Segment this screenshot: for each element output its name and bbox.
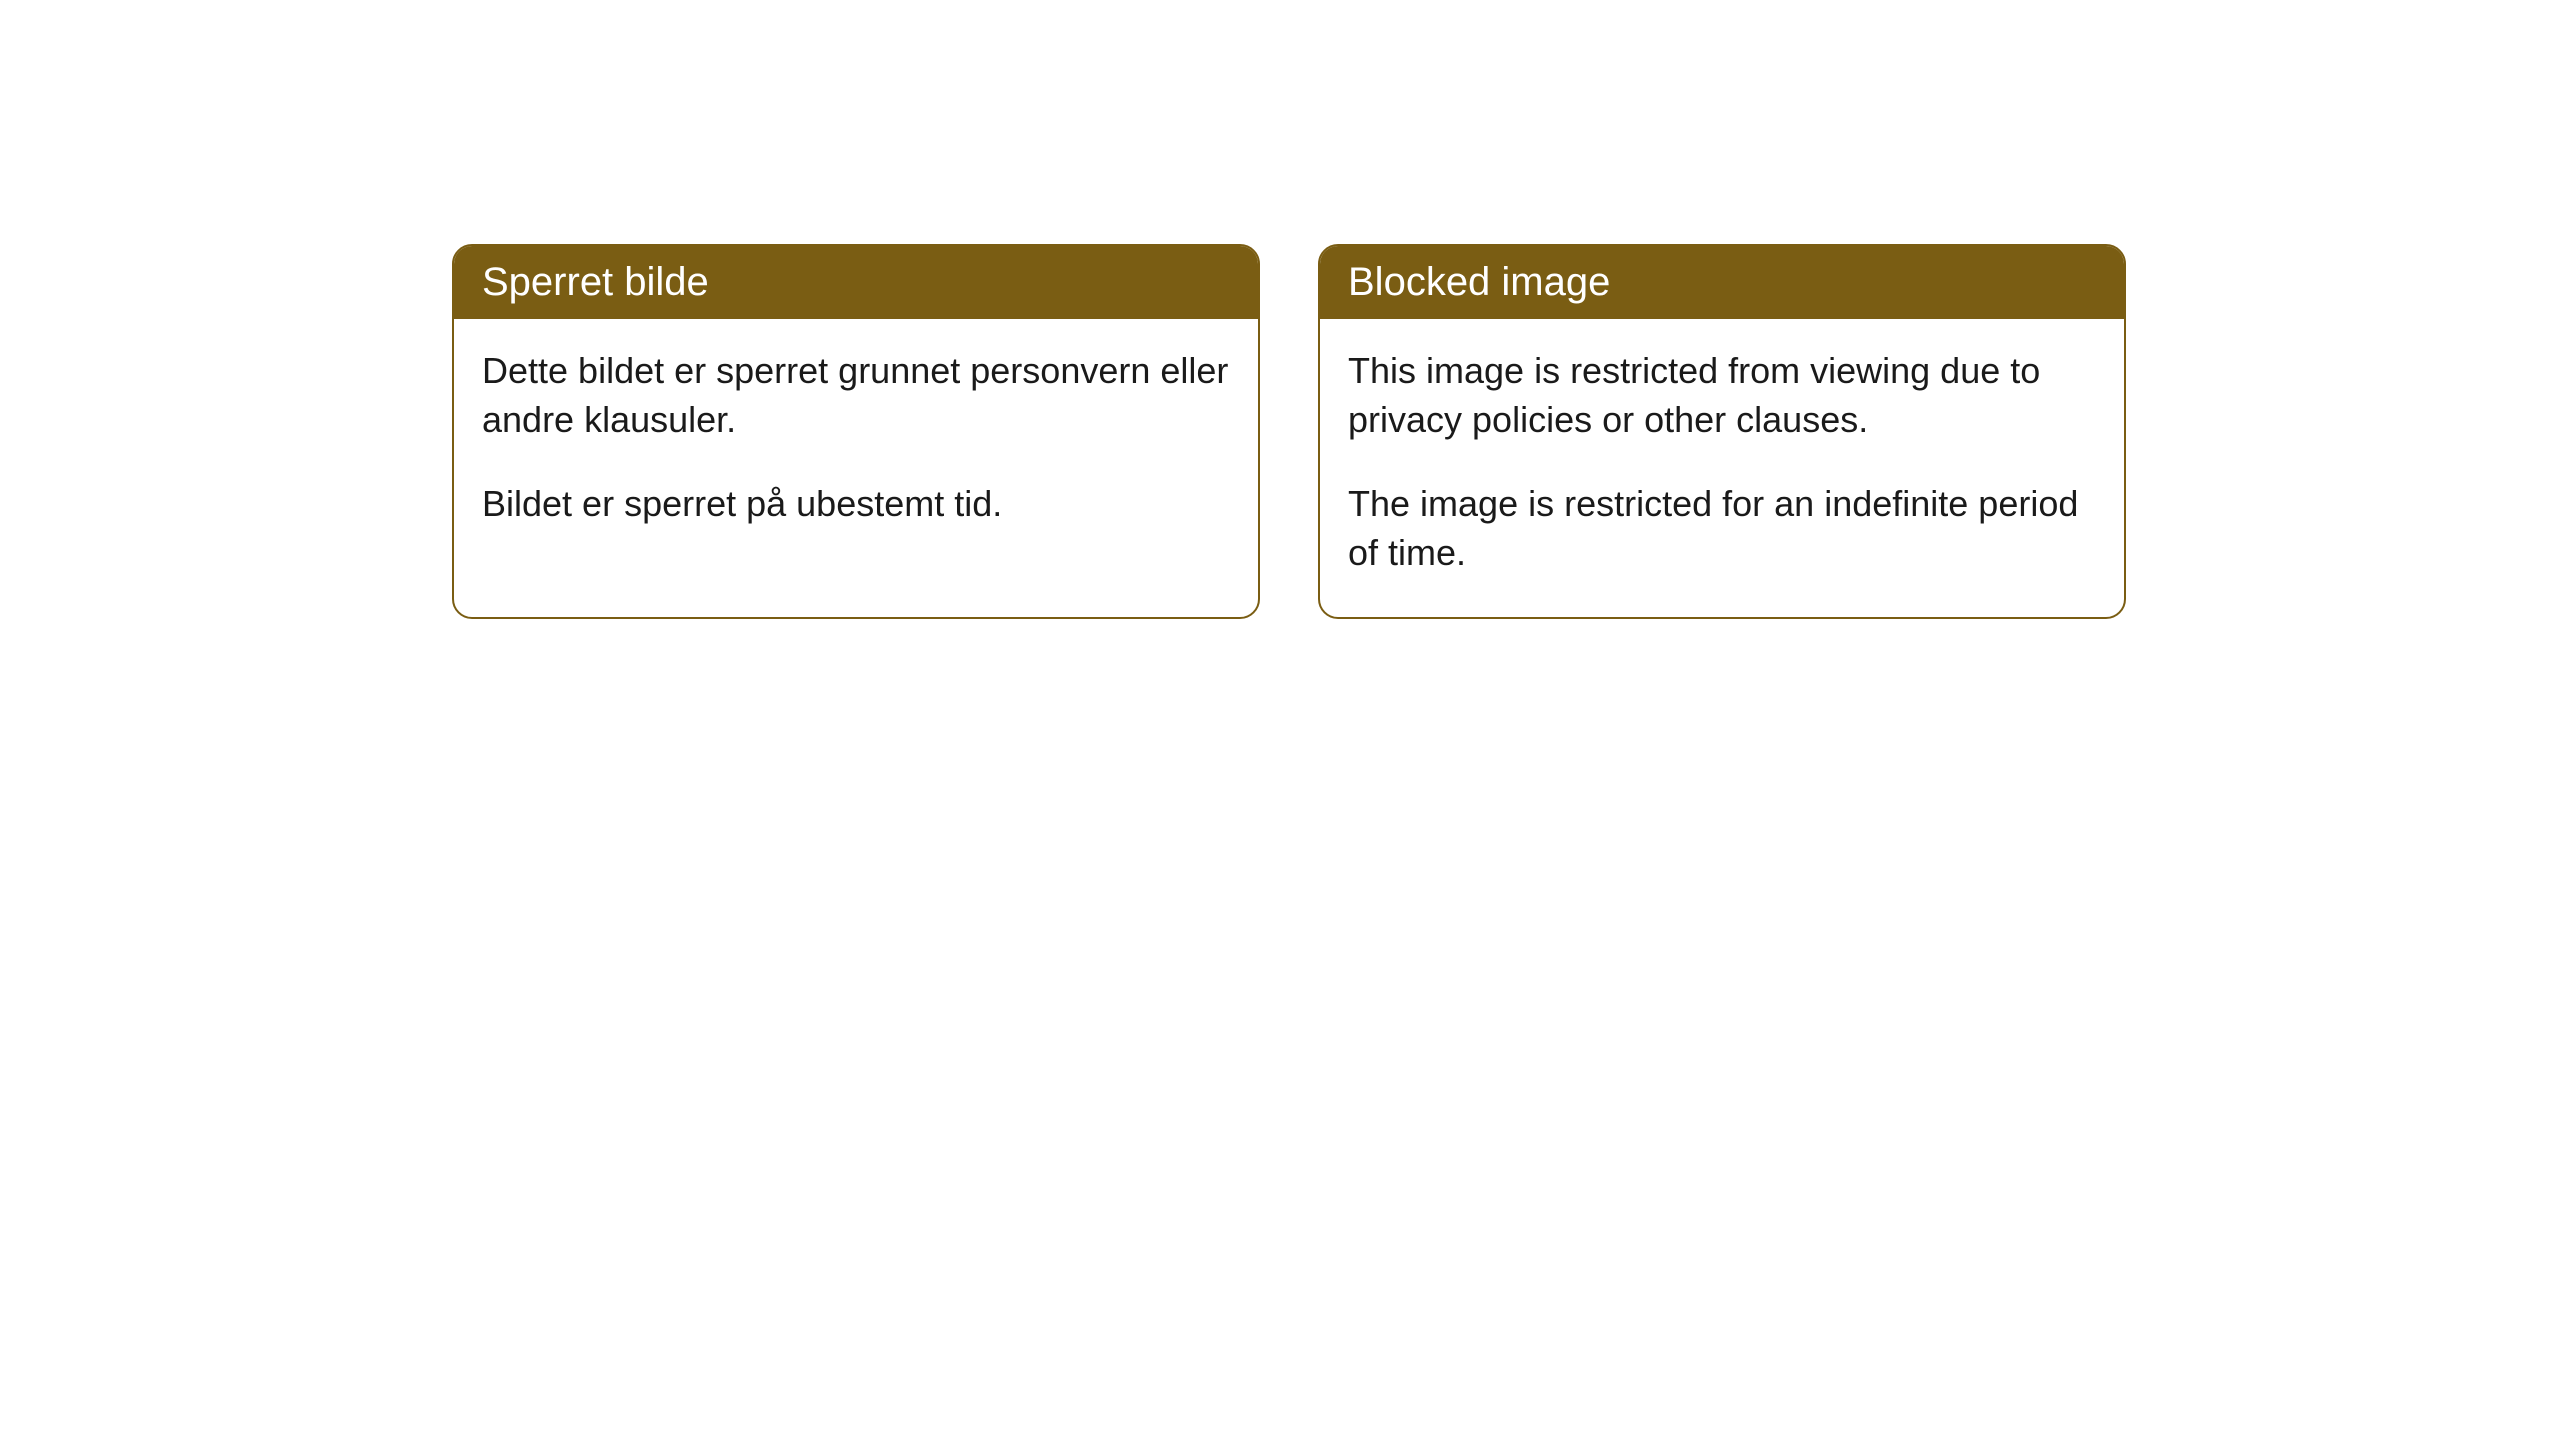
card-english: Blocked image This image is restricted f… — [1318, 244, 2126, 619]
card-body-english: This image is restricted from viewing du… — [1320, 319, 2124, 617]
card-body-norwegian: Dette bildet er sperret grunnet personve… — [454, 319, 1258, 569]
card-paragraph: Bildet er sperret på ubestemt tid. — [482, 480, 1230, 529]
card-paragraph: This image is restricted from viewing du… — [1348, 347, 2096, 444]
card-header-norwegian: Sperret bilde — [454, 246, 1258, 319]
card-norwegian: Sperret bilde Dette bildet er sperret gr… — [452, 244, 1260, 619]
card-paragraph: Dette bildet er sperret grunnet personve… — [482, 347, 1230, 444]
card-header-english: Blocked image — [1320, 246, 2124, 319]
card-paragraph: The image is restricted for an indefinit… — [1348, 480, 2096, 577]
cards-container: Sperret bilde Dette bildet er sperret gr… — [452, 244, 2560, 619]
